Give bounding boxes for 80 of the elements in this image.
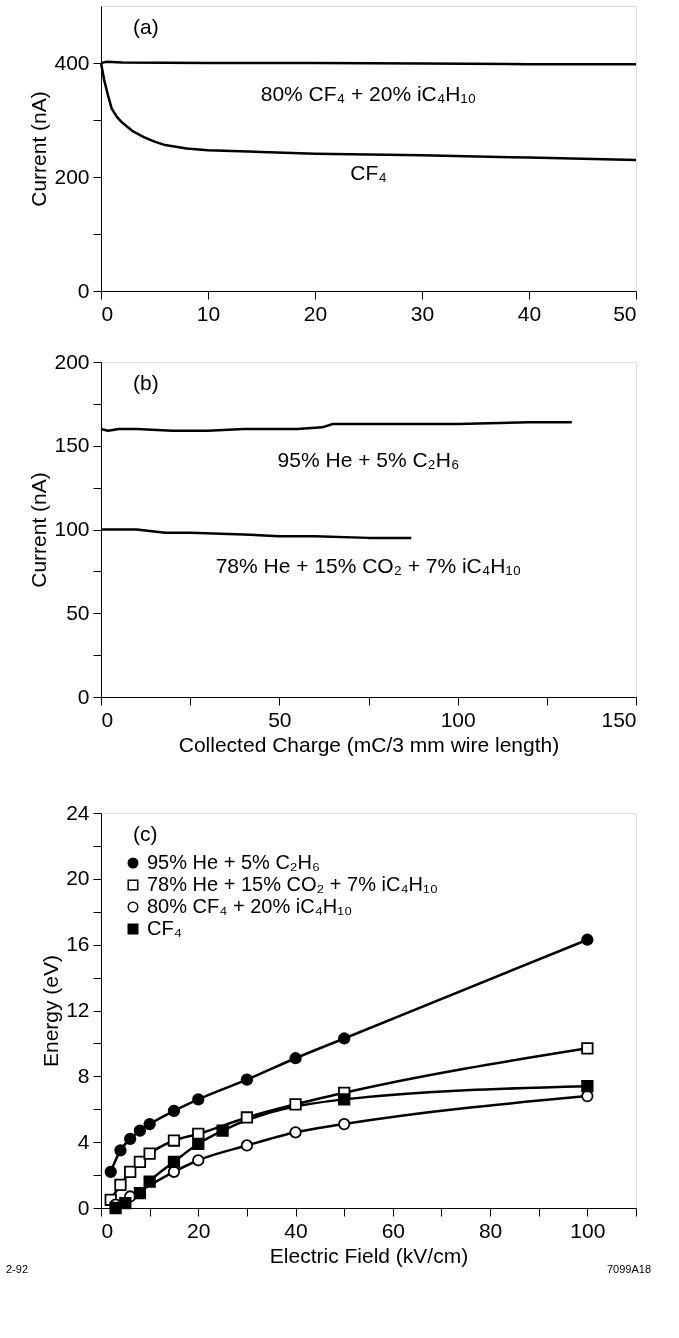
- point: [124, 1165, 137, 1178]
- annotation: (b): [133, 371, 159, 394]
- point: [119, 1196, 132, 1210]
- y-tick-label: 8: [77, 1063, 90, 1087]
- point: [581, 1042, 594, 1055]
- point: [289, 1052, 302, 1065]
- x-tick-label: 150: [601, 707, 637, 731]
- annotation: (a): [133, 15, 159, 38]
- y-axis-title: Energy (eV): [39, 954, 63, 1068]
- point: [581, 1080, 594, 1093]
- point: [114, 1144, 127, 1157]
- point: [338, 1032, 351, 1045]
- x-tick-label: 50: [268, 707, 292, 731]
- x-tick-label: 0: [101, 1218, 114, 1242]
- y-axis-title: Current (nA): [27, 472, 51, 588]
- point: [114, 1178, 127, 1192]
- legend-label: 78% He + 15% CO₂ + 7% iC₄H₁₀: [147, 873, 439, 895]
- y-tick-label: 50: [66, 600, 90, 624]
- point: [240, 1111, 254, 1124]
- series-label: 80% CF₄ + 20% iC₄H₁₀: [260, 82, 477, 105]
- point: [289, 1098, 302, 1111]
- point: [240, 1139, 254, 1152]
- y-tick-label: 20: [66, 866, 90, 890]
- y-tick-label: 4: [77, 1129, 90, 1153]
- x-tick-label: 20: [303, 301, 328, 325]
- point: [192, 1093, 205, 1106]
- x-tick-label: 100: [570, 1218, 606, 1242]
- x-tick-label: 40: [284, 1218, 308, 1242]
- point: [192, 1154, 205, 1167]
- x-tick-label: 40: [517, 301, 542, 325]
- legend-label: CF₄: [147, 917, 182, 939]
- point: [124, 1132, 137, 1146]
- point: [104, 1165, 117, 1178]
- point: [338, 1093, 351, 1106]
- text: 7099A18: [606, 1263, 651, 1275]
- point: [143, 1147, 156, 1160]
- point: [109, 1201, 122, 1215]
- point: [167, 1155, 181, 1169]
- point: [143, 1117, 156, 1131]
- point: [133, 1187, 147, 1200]
- x-axis-title: Collected Charge (mC/3 mm wire length): [178, 732, 560, 756]
- point: [289, 1126, 302, 1139]
- series-label: CF₄: [350, 160, 387, 184]
- y-tick-label: 200: [54, 349, 90, 373]
- x-tick-label: 0: [101, 301, 114, 325]
- x-tick-label: 0: [101, 707, 114, 731]
- point: [167, 1104, 181, 1118]
- x-tick-label: 30: [410, 301, 435, 325]
- y-tick-label: 0: [77, 684, 90, 708]
- point: [240, 1073, 254, 1086]
- x-tick-label: 80: [478, 1218, 503, 1242]
- point: [338, 1117, 351, 1131]
- x-tick-label: 60: [381, 1218, 405, 1242]
- y-tick-label: 0: [77, 1195, 90, 1219]
- legend-label: 80% CF₄ + 20% iC₄H₁₀: [147, 895, 353, 917]
- series-label: 78% He + 15% CO₂ + 7% iC₄H₁₀: [215, 553, 522, 577]
- legend-label: 95% He + 5% C₂H₆: [147, 851, 321, 873]
- y-tick-label: 200: [54, 164, 90, 188]
- y-tick-label: 150: [54, 433, 90, 457]
- text: 2-92: [6, 1263, 29, 1275]
- y-tick-label: 24: [66, 800, 90, 824]
- point: [216, 1124, 229, 1137]
- point: [192, 1137, 205, 1150]
- series-label: 95% He + 5% C₂H₆: [277, 448, 460, 471]
- annotation: (c): [133, 822, 158, 845]
- y-tick-label: 400: [54, 50, 90, 74]
- x-axis-title: Electric Field (kV/cm): [269, 1243, 469, 1267]
- y-tick-label: 12: [66, 998, 90, 1021]
- y-tick-label: 0: [77, 278, 90, 302]
- x-tick-label: 50: [613, 301, 637, 325]
- x-tick-label: 100: [440, 707, 476, 731]
- y-tick-label: 16: [66, 932, 90, 956]
- y-axis-title: Current (nA): [27, 91, 51, 207]
- y-tick-label: 100: [54, 517, 90, 540]
- point: [143, 1175, 156, 1188]
- point: [133, 1124, 147, 1137]
- x-tick-label: 20: [187, 1218, 211, 1242]
- point: [581, 933, 594, 946]
- point: [167, 1134, 181, 1147]
- x-tick-label: 10: [196, 301, 221, 325]
